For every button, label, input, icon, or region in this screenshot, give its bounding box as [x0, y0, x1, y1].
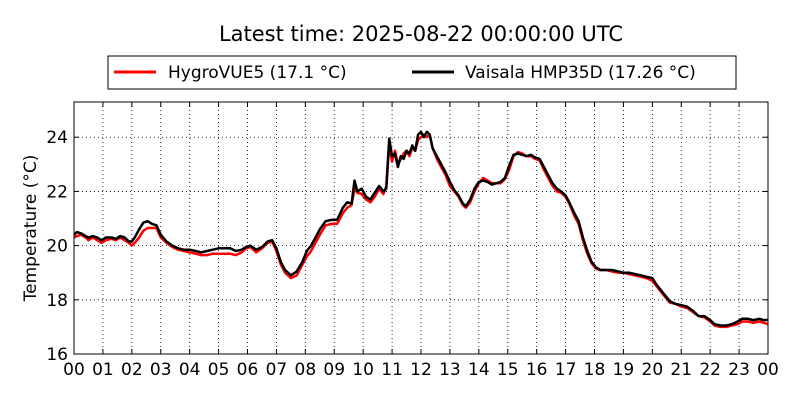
x-tick-label: 08: [295, 360, 317, 380]
x-tick-label: 15: [497, 360, 519, 380]
x-tick-label: 14: [468, 360, 490, 380]
x-tick-label: 06: [237, 360, 259, 380]
series-lines: [73, 130, 769, 329]
x-tick-label: 16: [526, 360, 548, 380]
x-tick-label: 01: [92, 360, 114, 380]
y-tick-label: 20: [46, 237, 68, 257]
y-tick-label: 16: [46, 345, 68, 365]
legend: HygroVUE5 (17.1 °C) Vaisala HMP35D (17.2…: [107, 55, 737, 90]
y-tick-label: 22: [46, 182, 68, 202]
x-tick-label: 05: [208, 360, 230, 380]
x-tick-label: 02: [121, 360, 143, 380]
legend-label-hygrovue5: HygroVUE5 (17.1 °C): [168, 63, 347, 83]
plot-frame: [73, 101, 769, 355]
x-tick-label: 07: [266, 360, 288, 380]
x-tick-label: 19: [613, 360, 635, 380]
x-tick-label: 18: [584, 360, 606, 380]
x-tick-label: 11: [381, 360, 403, 380]
x-tick-label: 13: [439, 360, 461, 380]
x-tick-label: 22: [699, 360, 721, 380]
x-tick-label: 10: [352, 360, 374, 380]
legend-label-vaisala: Vaisala HMP35D (17.26 °C): [465, 63, 696, 83]
x-tick-label: 12: [410, 360, 432, 380]
y-tick-label: 24: [46, 128, 68, 148]
x-tick-label: 04: [179, 360, 201, 380]
x-tick-label: 00: [63, 360, 85, 380]
x-tick-label: 17: [555, 360, 577, 380]
series-line-vaisala: [73, 130, 769, 327]
x-tick-label: 00: [757, 360, 779, 380]
y-tick-label: 18: [46, 291, 68, 311]
x-tick-label: 20: [642, 360, 664, 380]
x-tick-label: 23: [728, 360, 750, 380]
chart-title: Latest time: 2025-08-22 00:00:00 UTC: [219, 22, 623, 46]
x-tick-label: 09: [323, 360, 345, 380]
x-tick-label: 21: [670, 360, 692, 380]
x-tick-label: 03: [150, 360, 172, 380]
axis-ticks: 00 01 02 03 04 05 06 07 08 09 10 11 12 13 14 15 16 17 18 19…: [46, 102, 779, 380]
y-axis-label: Temperature (°C): [21, 155, 41, 303]
